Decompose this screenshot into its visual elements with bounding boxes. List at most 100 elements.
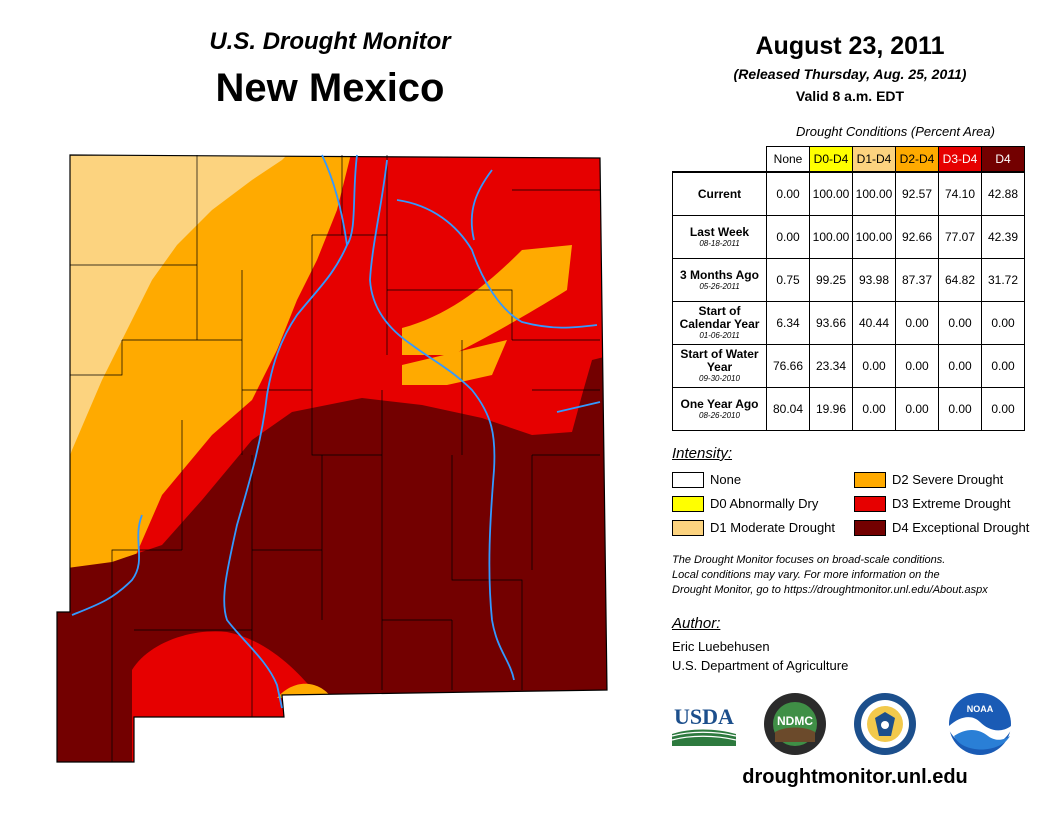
row-label: One Year Ago 08-26-2010	[672, 387, 767, 431]
legend-label: D0 Abnormally Dry	[710, 496, 819, 511]
d2-pocket-east	[402, 245, 572, 355]
row-label: Current	[672, 171, 767, 216]
table-cell: 0.75	[766, 258, 810, 302]
legend-swatch	[672, 520, 704, 536]
usda-logo-text: USDA	[674, 704, 734, 729]
row-label-text: 3 Months Ago	[680, 267, 759, 282]
table-cell: 80.04	[766, 387, 810, 431]
note-line: Local conditions may vary. For more info…	[672, 569, 940, 581]
noaa-logo: NOAA	[949, 693, 1011, 755]
table-cell: 100.00	[852, 215, 896, 259]
valid-time: Valid 8 a.m. EDT	[795, 88, 905, 104]
state-title: New Mexico	[215, 66, 445, 110]
row-label-text: Start of Water Year	[680, 347, 759, 374]
table-cell: 0.00	[938, 301, 982, 345]
table-cell: 19.96	[809, 387, 853, 431]
col-none: None	[766, 146, 810, 173]
table-cell: 0.00	[895, 301, 939, 345]
drought-map	[56, 154, 608, 763]
canadian-river	[396, 199, 598, 329]
author-title: Author:	[672, 615, 721, 632]
table-row: Last Week 08-18-2011 0.00 100.00 100.00 9…	[672, 215, 1025, 259]
table-cell: 0.00	[938, 387, 982, 431]
col-d4: D4	[981, 146, 1025, 173]
legend-swatch	[672, 496, 704, 512]
author-info: Eric Luebehusen U.S. Department of Agric…	[672, 637, 848, 675]
release-date: (Released Thursday, Aug. 25, 2011)	[733, 66, 967, 82]
table-cell: 0.00	[981, 344, 1025, 388]
d2-pocket-central	[402, 340, 507, 385]
east-creek	[556, 401, 601, 413]
table-cell: 0.00	[981, 387, 1025, 431]
row-label-text: Start of Calendar Year	[679, 304, 760, 331]
row-date: 08-18-2011	[699, 238, 740, 248]
county-lines	[70, 155, 600, 762]
row-label: Start of Calendar Year 01-06-2011	[672, 301, 767, 345]
table-cell: 6.34	[766, 301, 810, 345]
table-cell: 0.00	[852, 387, 896, 431]
ndmc-logo: NDMC	[764, 693, 826, 755]
legend-swatch	[854, 520, 886, 536]
table-row: 3 Months Ago 05-26-2011 0.75 99.25 93.98 …	[672, 258, 1025, 302]
table-row: Start of Calendar Year 01-06-2011 6.34 93…	[672, 301, 1025, 345]
col-d3-d4: D3-D4	[938, 146, 982, 173]
table-cell: 99.25	[809, 258, 853, 302]
table-cell: 0.00	[895, 344, 939, 388]
row-label-text: One Year Ago	[680, 396, 759, 411]
canadian-tributary	[470, 169, 493, 241]
noaa-logo-text: NOAA	[967, 704, 994, 714]
table-cell: 42.88	[981, 171, 1025, 216]
row-label: Last Week 08-18-2011	[672, 215, 767, 259]
row-label: Start of Water Year 09-30-2010	[672, 344, 767, 388]
note-line: The Drought Monitor focuses on broad-sca…	[672, 554, 946, 566]
col-d2-d4: D2-D4	[895, 146, 939, 173]
table-cell: 100.00	[852, 171, 896, 216]
table-cell: 0.00	[895, 387, 939, 431]
drought-conditions-table: None D0-D4 D1-D4 D2-D4 D3-D4 D4 Current …	[672, 146, 1025, 431]
ndmc-logo-text: NDMC	[777, 714, 813, 728]
table-cell: 93.98	[852, 258, 896, 302]
legend-swatch	[854, 496, 886, 512]
san-juan-tributary	[321, 154, 348, 246]
table-header-row: None D0-D4 D1-D4 D2-D4 D3-D4 D4	[673, 146, 1025, 173]
table-row: Start of Water Year 09-30-2010 76.66 23.3…	[672, 344, 1025, 388]
state-outline	[56, 154, 608, 763]
row-label-text: Current	[697, 186, 742, 201]
legend-title: Intensity:	[672, 445, 733, 462]
table-cell: 77.07	[938, 215, 982, 259]
col-d1-d4: D1-D4	[852, 146, 896, 173]
table-cell: 92.57	[895, 171, 939, 216]
legend-label: D2 Severe Drought	[892, 472, 1004, 487]
row-date: 09-30-2010	[699, 374, 740, 383]
table-cell: 23.34	[809, 344, 853, 388]
gila-river	[71, 514, 143, 616]
author-org: U.S. Department of Agriculture	[672, 658, 849, 673]
row-date: 05-26-2011	[699, 281, 740, 291]
rio-grande-river	[223, 154, 358, 709]
table-cell: 92.66	[895, 215, 939, 259]
disclaimer-note: The Drought Monitor focuses on broad-sca…	[672, 553, 1032, 598]
col-d0-d4: D0-D4	[809, 146, 853, 173]
table-cell: 64.82	[938, 258, 982, 302]
table-cell: 0.00	[938, 344, 982, 388]
legend-label: None	[710, 472, 742, 487]
table-cell: 74.10	[938, 171, 982, 216]
table-cell: 87.37	[895, 258, 939, 302]
row-label: 3 Months Ago 05-26-2011	[672, 258, 767, 302]
author-name: Eric Luebehusen	[672, 639, 770, 654]
map-subtitle: U.S. Drought Monitor	[209, 28, 451, 55]
table-cell: 93.66	[809, 301, 853, 345]
row-date: 01-06-2011	[699, 331, 740, 340]
usda-logo: USDA	[671, 704, 737, 746]
row-date: 08-26-2010	[699, 410, 740, 420]
table-cell: 0.00	[981, 301, 1025, 345]
table-cell: 0.00	[852, 344, 896, 388]
rivers	[71, 154, 601, 709]
website-url[interactable]: droughtmonitor.unl.edu	[742, 766, 968, 788]
legend-label: D3 Extreme Drought	[892, 496, 1011, 511]
legend-label: D4 Exceptional Drought	[892, 520, 1030, 535]
table-cell: 0.00	[766, 215, 810, 259]
table-cell: 100.00	[809, 171, 853, 216]
legend-swatch	[672, 472, 704, 488]
table-cell: 0.00	[766, 171, 810, 216]
